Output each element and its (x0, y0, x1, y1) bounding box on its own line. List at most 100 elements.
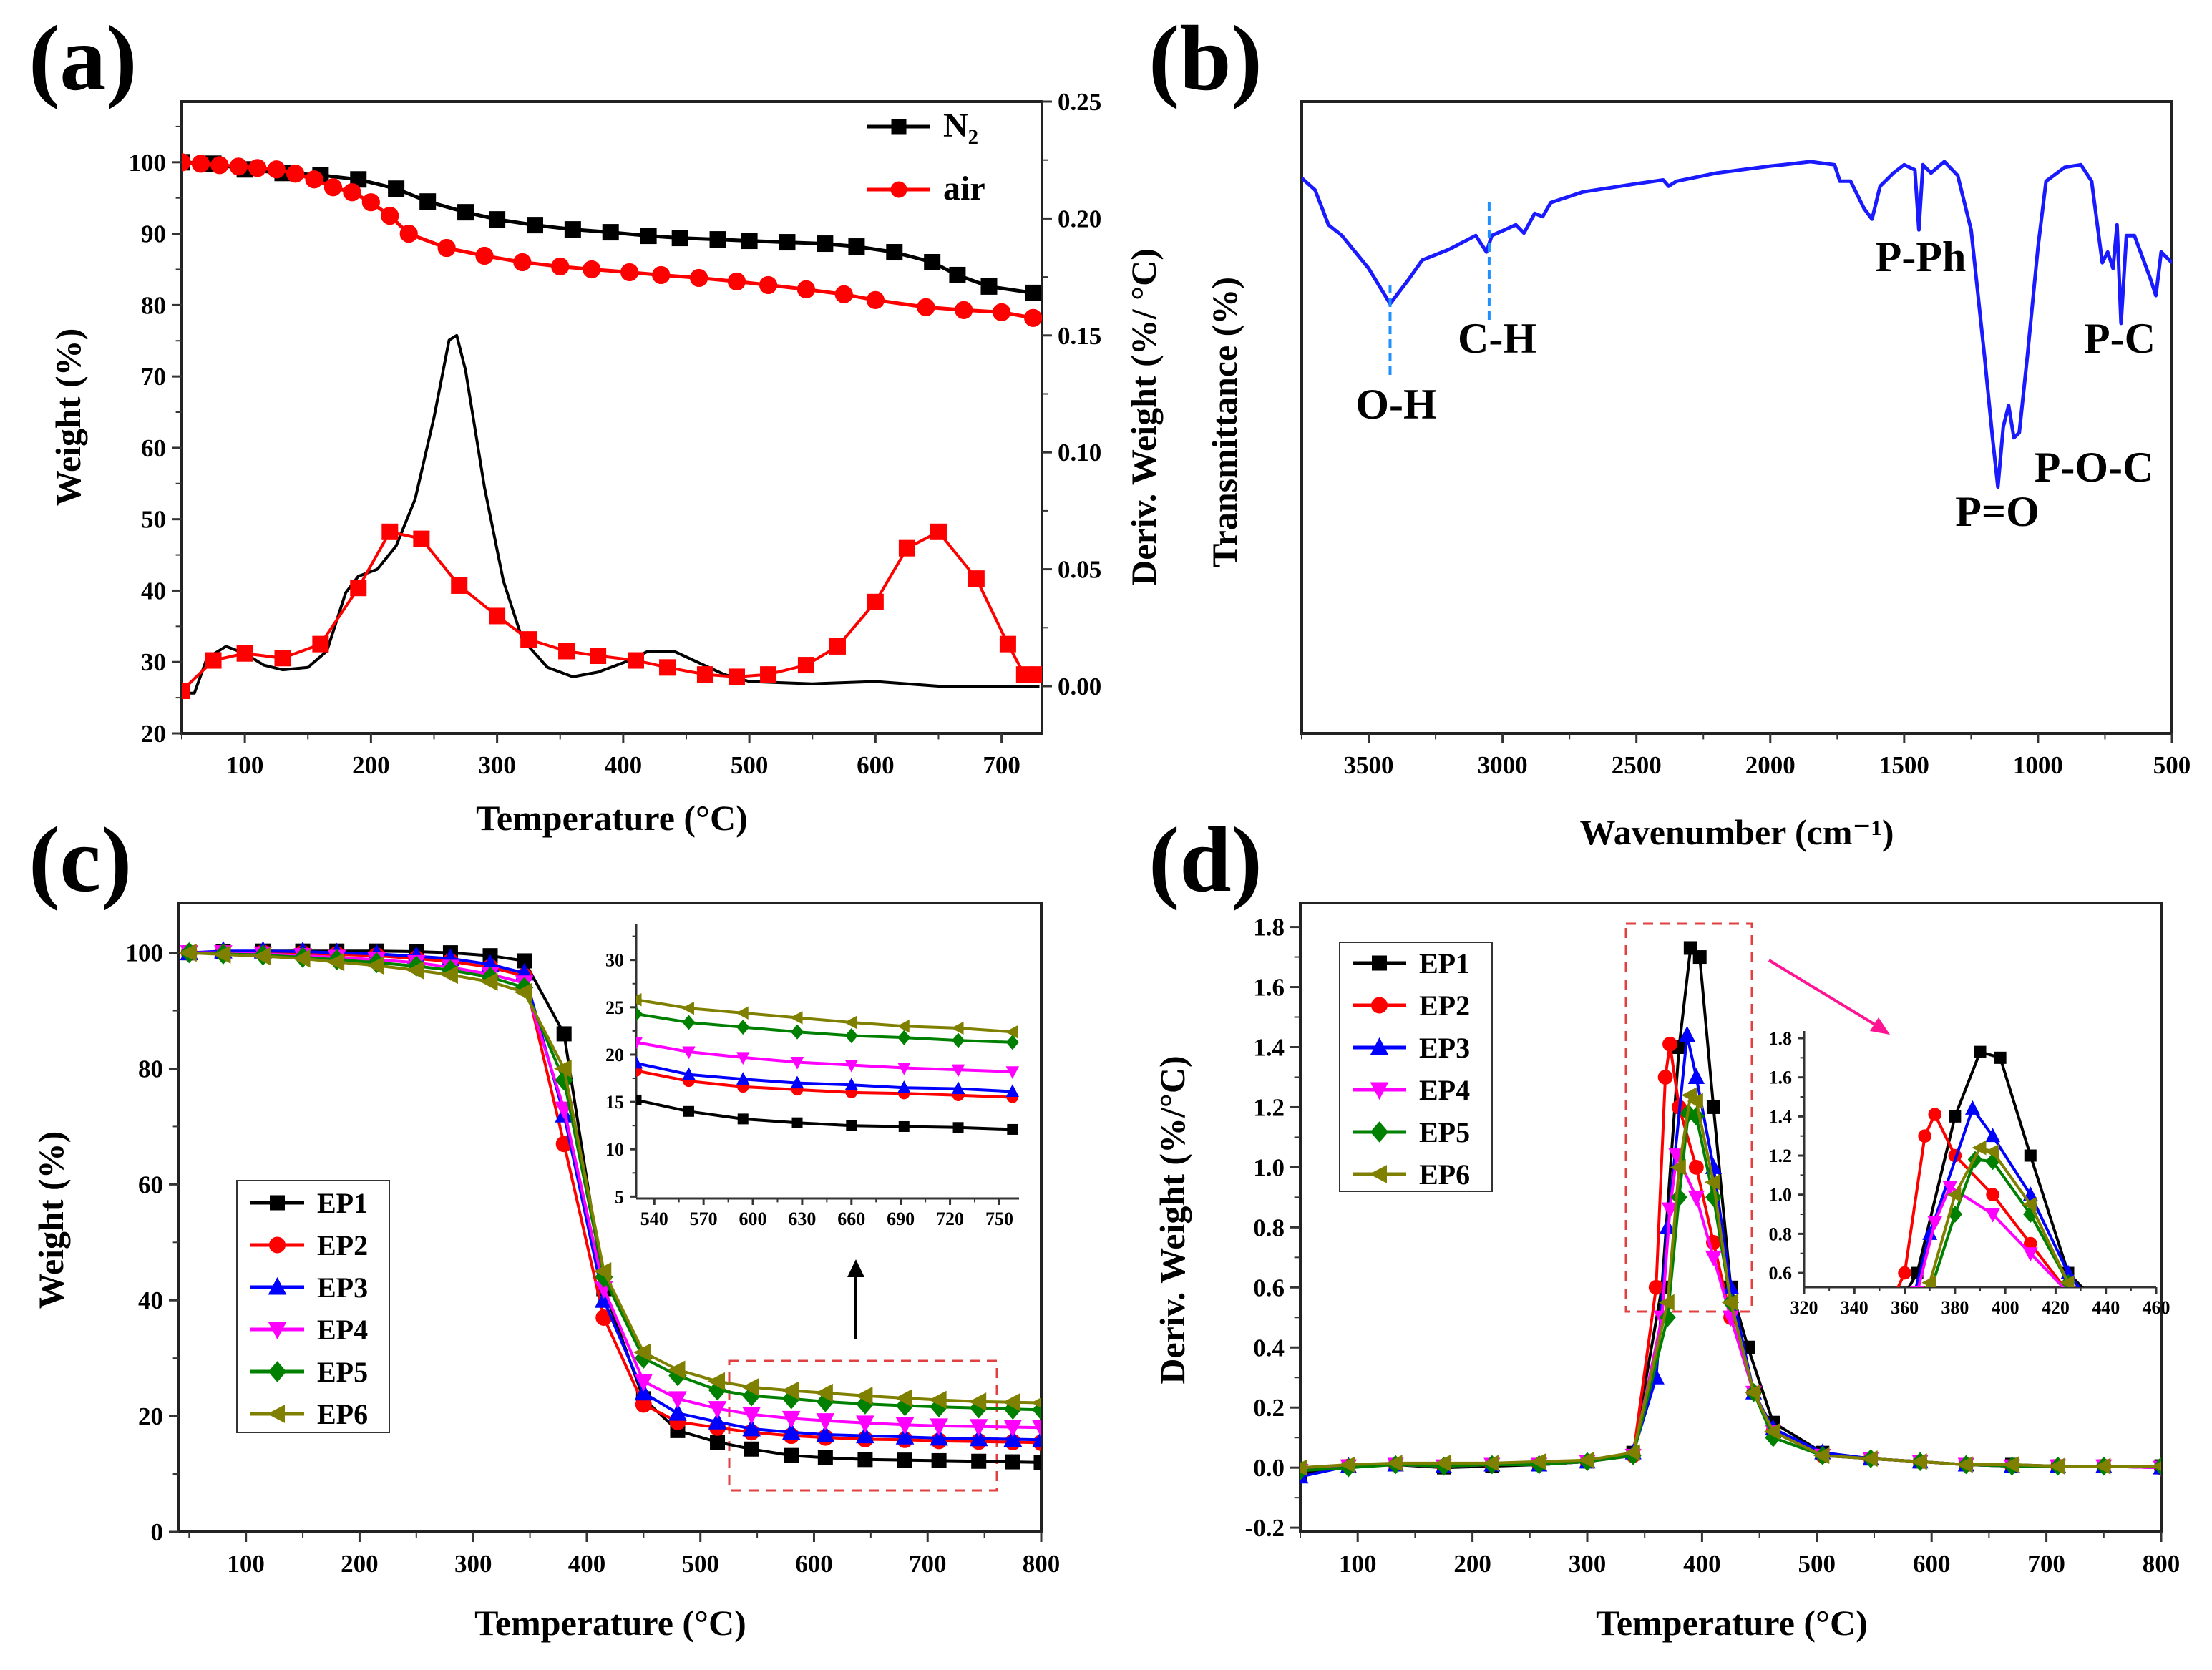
data-point (1327, 1380, 1340, 1396)
a-y-tick-label: 50 (141, 506, 166, 534)
data-point (1119, 1389, 1132, 1402)
data-point (1224, 1384, 1237, 1397)
data-point (1687, 1190, 1705, 1207)
d-inset-x-tick-label: 460 (2143, 1297, 2170, 1318)
series-line (636, 1040, 1013, 1073)
c-x-tick-label: 400 (568, 1550, 606, 1578)
data-point (1223, 1382, 1236, 1395)
data-point (1025, 284, 1042, 301)
a-x-tick-label: 500 (731, 751, 769, 779)
legend-label: EP5 (317, 1356, 368, 1388)
data-point (593, 1261, 612, 1281)
c-inset-x-tick-label: 570 (690, 1208, 718, 1229)
legend-box (236, 1180, 390, 1433)
data-point (791, 1117, 803, 1128)
data-point (781, 1410, 801, 1429)
data-point (1118, 1383, 1131, 1397)
annotation-p-double-o: P=O (1955, 488, 2040, 535)
data-point (951, 1081, 965, 1095)
data-point (1538, 1380, 1551, 1394)
data-point (381, 207, 399, 225)
data-point (951, 1064, 965, 1078)
data-point (1434, 1455, 1451, 1472)
data-point (796, 280, 816, 299)
data-point (1984, 1144, 1999, 1159)
a-x-tick-label: 700 (983, 751, 1020, 779)
legend-marker (268, 1361, 287, 1382)
data-point (1648, 1279, 1664, 1295)
data-point (817, 235, 834, 253)
d-inset-x-tick-label: 340 (1841, 1297, 1868, 1318)
data-point (683, 1105, 694, 1117)
data-point (848, 238, 865, 255)
data-point (681, 1001, 694, 1015)
data-point (1003, 1429, 1023, 1447)
data-point (897, 1452, 912, 1468)
legend-marker (890, 181, 907, 198)
series-air-dtg (182, 523, 1042, 700)
data-point (229, 157, 248, 176)
d-inset-x-tick-label: 380 (1941, 1297, 1969, 1318)
panel-label-c: (c) (29, 809, 132, 912)
c-inset-x-tick-label: 720 (936, 1208, 964, 1229)
series-air (182, 153, 1042, 327)
data-point (867, 593, 884, 610)
d-inset-x-tick-label: 400 (1992, 1297, 2019, 1318)
data-point (668, 1402, 687, 1421)
data-point (179, 943, 197, 962)
data-point (866, 290, 885, 309)
a-x-tick-label: 600 (857, 751, 895, 779)
d-inset-x-tick-label: 440 (2092, 1297, 2120, 1318)
data-point (736, 1020, 750, 1035)
data-point (682, 1015, 696, 1030)
series-ep1 (636, 1094, 1018, 1135)
d-inset-y-tick-label: 0.6 (1769, 1263, 1793, 1284)
a-y2-tick-label: 0.00 (1058, 673, 1101, 700)
data-point (1003, 1392, 1020, 1412)
data-point (1005, 1035, 1019, 1050)
c-x-tick-label: 100 (227, 1550, 265, 1578)
data-point (1119, 1385, 1132, 1400)
data-point (897, 1080, 911, 1093)
data-point (590, 648, 607, 665)
data-point (2024, 1149, 2037, 1162)
data-point (479, 972, 498, 991)
data-point (668, 1391, 687, 1409)
data-point (1813, 1447, 1830, 1465)
c-x-tick-label: 200 (341, 1550, 379, 1578)
data-point (2022, 1247, 2038, 1262)
data-point (816, 1424, 835, 1442)
plot-layer: 100 200 300 400 500 600 7002030405060708090100… (126, 88, 2191, 1578)
data-point (633, 1343, 651, 1362)
a-y-tick-label: 90 (141, 220, 166, 248)
data-point (205, 652, 222, 669)
data-point (1927, 1216, 1943, 1231)
data-point (2112, 1335, 2125, 1348)
data-point (781, 1381, 799, 1400)
series-ep6 (1118, 1140, 2075, 1397)
data-point (191, 155, 210, 173)
data-point (182, 683, 190, 700)
data-point (1744, 1384, 1761, 1401)
c-inset-y-tick-label: 25 (605, 997, 624, 1018)
series-ep4 (636, 1037, 1019, 1079)
data-point (829, 638, 846, 655)
series-n-dtg (182, 333, 1040, 695)
data-point (728, 668, 745, 685)
c-inset-x-tick-label: 660 (837, 1208, 865, 1229)
a-plot-frame (180, 100, 1043, 735)
data-point (1898, 1324, 1911, 1337)
data-point (895, 1417, 915, 1435)
series-line (1914, 1107, 2081, 1287)
data-point (682, 1067, 696, 1080)
data-point (1483, 1455, 1499, 1472)
c-x-tick-label: 500 (681, 1550, 719, 1578)
data-point (790, 1057, 804, 1070)
data-point (267, 160, 286, 179)
data-point (1764, 1423, 1780, 1440)
data-point (737, 1113, 749, 1125)
data-point (707, 1372, 726, 1391)
data-point (1433, 1382, 1446, 1395)
data-point (652, 265, 671, 285)
